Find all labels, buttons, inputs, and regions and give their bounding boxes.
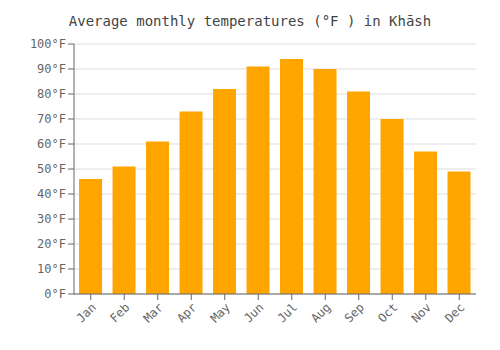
- svg-text:Jan: Jan: [74, 300, 99, 325]
- svg-text:May: May: [208, 300, 233, 325]
- svg-text:Apr: Apr: [174, 300, 199, 325]
- svg-text:100°F: 100°F: [30, 37, 66, 51]
- svg-text:0°F: 0°F: [44, 287, 66, 301]
- svg-text:Feb: Feb: [107, 300, 132, 325]
- svg-text:Nov: Nov: [409, 300, 434, 325]
- svg-text:60°F: 60°F: [37, 137, 66, 151]
- svg-text:50°F: 50°F: [37, 162, 66, 176]
- svg-text:30°F: 30°F: [37, 212, 66, 226]
- svg-text:Jun: Jun: [241, 300, 266, 325]
- svg-text:Aug: Aug: [308, 300, 333, 325]
- svg-text:Sep: Sep: [342, 300, 367, 325]
- html-text:Average monthly temperatures (: Average monthly temperatures (°F ) in Kh…: [68, 13, 432, 29]
- svg-text:Dec: Dec: [442, 300, 467, 325]
- svg-text:10°F: 10°F: [37, 262, 66, 276]
- svg-text:80°F: 80°F: [37, 87, 66, 101]
- svg-text:70°F: 70°F: [37, 112, 66, 126]
- svg-text:20°F: 20°F: [37, 237, 66, 251]
- svg-text:Mar: Mar: [141, 300, 166, 325]
- svg-text:90°F: 90°F: [37, 62, 66, 76]
- svg-text:Oct: Oct: [375, 300, 400, 325]
- svg-text:Jul: Jul: [275, 300, 300, 325]
- svg-text:40°F: 40°F: [37, 187, 66, 201]
